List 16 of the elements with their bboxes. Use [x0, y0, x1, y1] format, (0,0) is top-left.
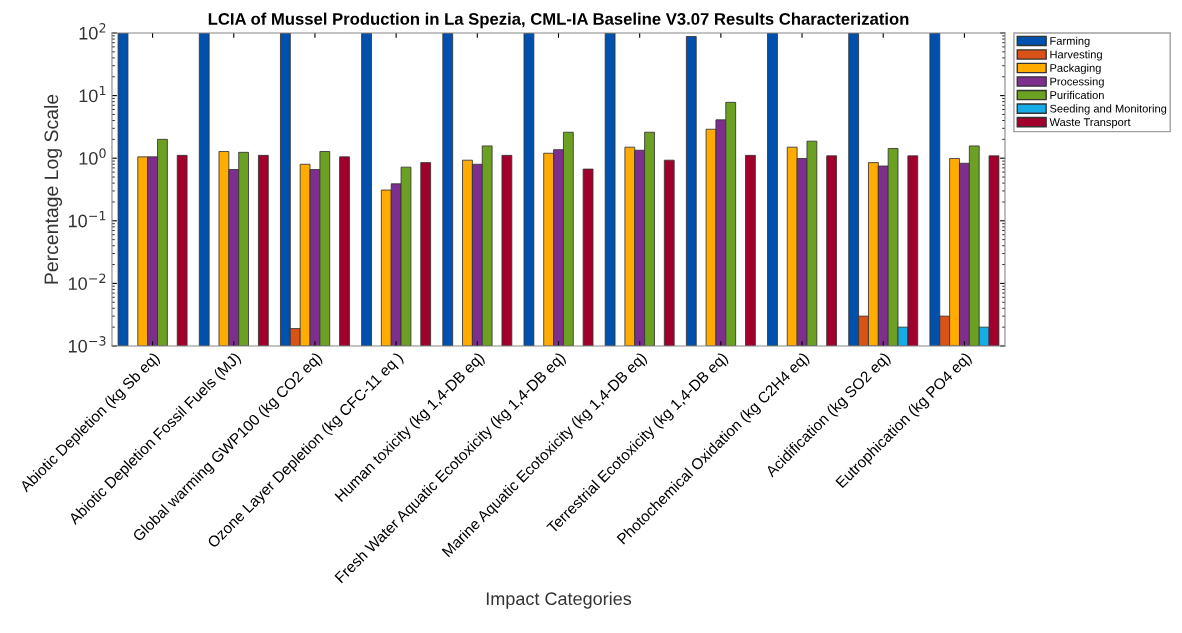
- y-tick-label: 10$^{1}$: [79, 85, 106, 103]
- y-tick-label: 10$^{0}$: [79, 148, 106, 165]
- x-axis-title: Impact Categories: [486, 591, 632, 609]
- legend-label: Farming: [1050, 36, 1090, 48]
- legend-label: Purification: [1050, 90, 1104, 99]
- y-tick-label: 10$^{2}$: [79, 23, 106, 40]
- legend-label: Packaging: [1050, 63, 1101, 75]
- legend-label: Waste Transport: [1049, 118, 1131, 129]
- legend-label: Harvesting: [1050, 50, 1102, 61]
- chart-title: LCIA of Mussel Production in La Spezia, CML-IA Baseline V3.07 Results Characterization: [208, 12, 909, 29]
- y-tick-label: 10$^{−3}$: [68, 336, 106, 353]
- y-tick-label: 10$^{−2}$: [68, 273, 106, 290]
- legend-label: Seeding and Monitoring: [1049, 104, 1167, 115]
- legend-label: Processing: [1050, 77, 1104, 88]
- y-axis-title: Percentage Log Scale: [43, 94, 63, 284]
- y-tick-label: 10$^{−1}$: [68, 211, 106, 228]
